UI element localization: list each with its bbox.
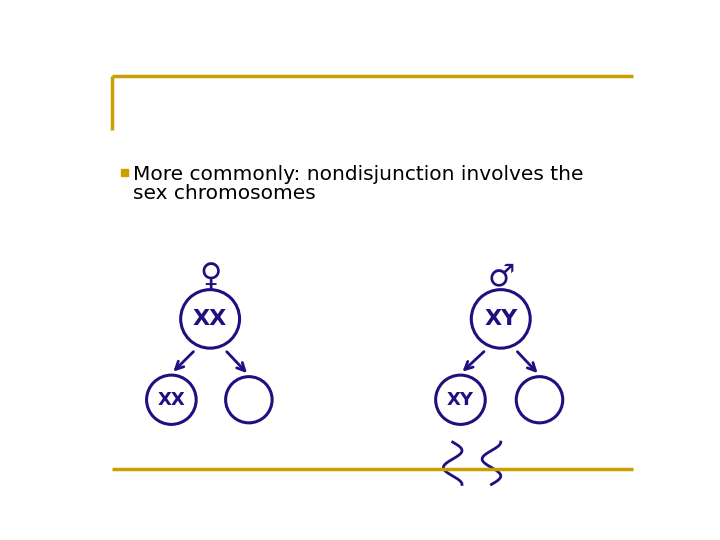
Text: XX: XX <box>158 391 185 409</box>
Text: ♀: ♀ <box>199 262 221 291</box>
Bar <box>121 168 128 176</box>
Text: ♂: ♂ <box>487 262 514 291</box>
Text: XY: XY <box>447 391 474 409</box>
Text: XY: XY <box>484 309 518 329</box>
Text: sex chromosomes: sex chromosomes <box>133 184 316 203</box>
Text: More commonly: nondisjunction involves the: More commonly: nondisjunction involves t… <box>133 165 584 184</box>
Text: XX: XX <box>193 309 228 329</box>
